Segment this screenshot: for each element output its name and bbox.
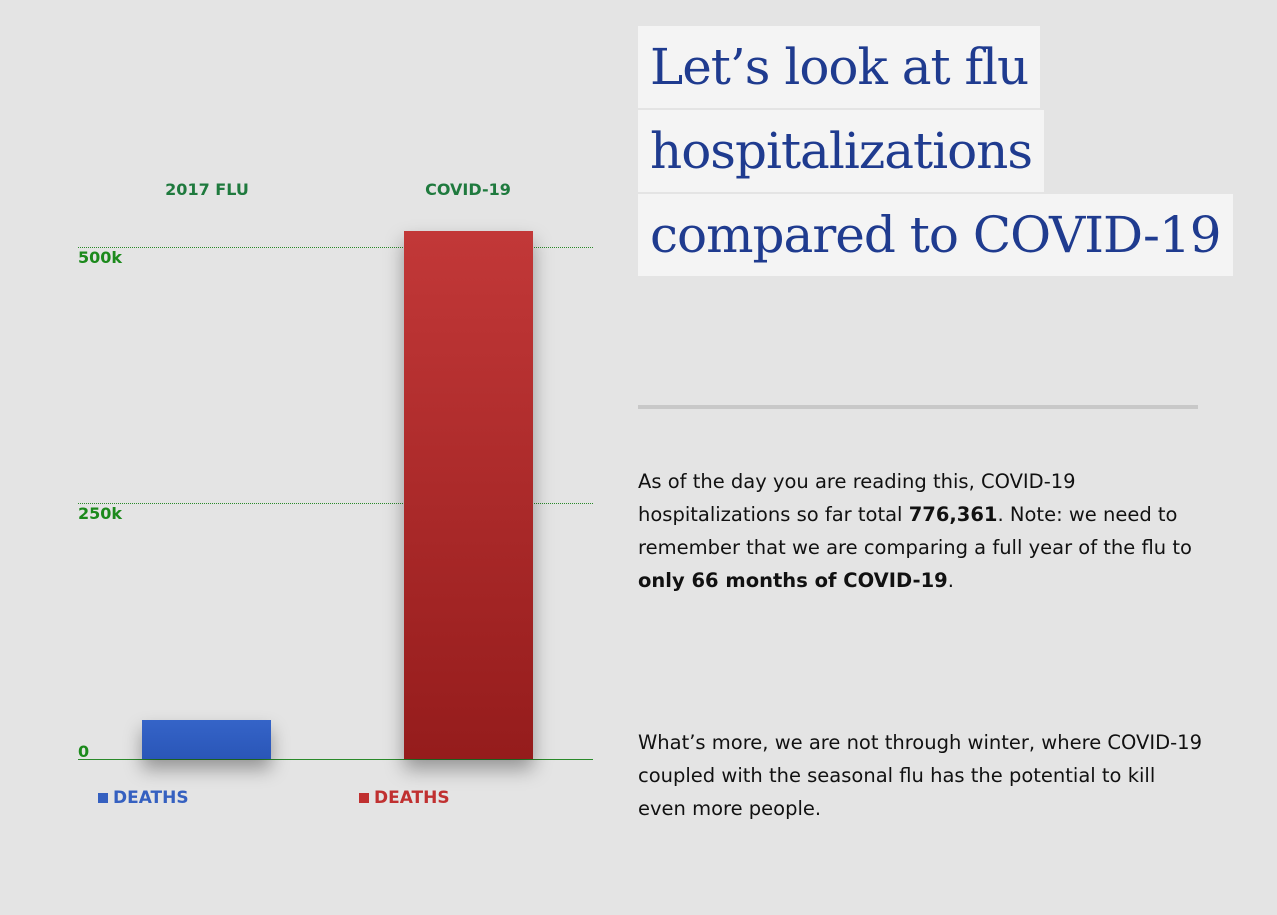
bar-covid-deaths: [404, 230, 533, 759]
title-line-1: Let’s look at flu: [638, 26, 1041, 108]
paragraph-winter: What’s more, we are not through winter, …: [638, 731, 1202, 820]
divider: [638, 405, 1198, 409]
title-line-2: hospitalizations: [638, 110, 1045, 192]
bar-flu-deaths: [142, 720, 271, 759]
paragraph-hospitalizations: As of the day you are reading this, COVI…: [638, 465, 1208, 597]
tick-500k: 500k: [78, 248, 123, 267]
gridline-250k: [78, 503, 593, 504]
category-label-flu: 2017 FLU: [165, 180, 249, 199]
text: . Note: we need to remember that we are …: [638, 503, 1192, 559]
emphasis: only 66 months of COVID-19: [638, 569, 948, 592]
gridline-500k: [78, 247, 593, 248]
legend-swatch-blue: [98, 793, 108, 803]
category-label-covid: COVID-19: [425, 180, 511, 199]
title-line-3: compared to COVID-19: [638, 194, 1233, 276]
hospitalization-total: 776,361: [908, 503, 998, 526]
legend-label: DEATHS: [374, 788, 450, 808]
tick-250k: 250k: [78, 504, 123, 523]
text: .: [947, 569, 954, 592]
legend-swatch-red: [359, 793, 369, 803]
baseline: [78, 759, 593, 760]
tick-0: 0: [78, 742, 90, 761]
legend-label: DEATHS: [113, 788, 189, 808]
legend-flu: DEATHS: [98, 788, 189, 808]
bar-chart: 2017 FLU COVID-19 500k 250k 0 DEATHS DEA…: [0, 0, 620, 915]
text: As of the day you are reading this, COVI…: [638, 470, 1076, 526]
legend-covid: DEATHS: [359, 788, 450, 808]
